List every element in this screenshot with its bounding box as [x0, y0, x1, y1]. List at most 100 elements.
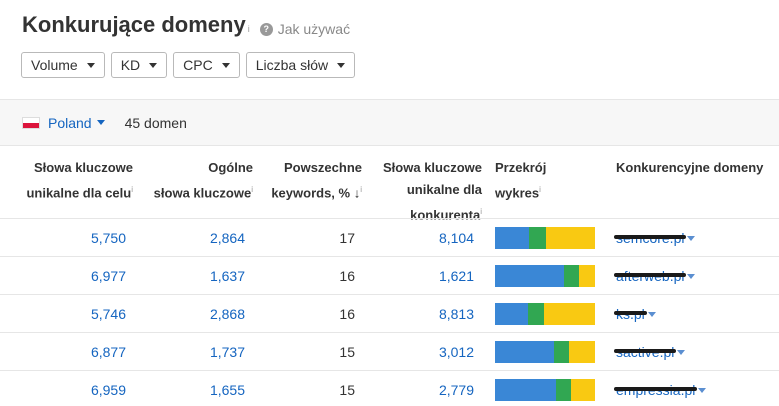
bar-segment-competitor [569, 341, 595, 363]
poland-flag-icon [22, 116, 40, 129]
filter-word-count-label: Liczba słów [255, 57, 329, 73]
title-info-icon[interactable]: i [247, 24, 250, 34]
column-header-label: Powszechne [283, 160, 362, 175]
unique-target-link[interactable]: 6,877 [90, 344, 126, 360]
filter-kd-label: KD [120, 57, 141, 73]
column-header-label: Przekrój [495, 160, 547, 175]
table-row: 6,877 1,737 15 3,012 sactive.pl [0, 332, 779, 370]
filter-bar: Volume KD CPC Liczba słów [21, 52, 356, 78]
bar-segment-common [529, 227, 546, 249]
bar-segment-common [564, 265, 579, 287]
bar-segment-target [495, 303, 528, 325]
help-link[interactable]: ? Jak używać [259, 21, 351, 37]
chevron-down-icon [221, 62, 230, 68]
total-keywords-link[interactable]: 2,868 [209, 306, 245, 322]
bar-segment-target [495, 341, 554, 363]
bar-segment-common [528, 303, 544, 325]
column-header-competitor-domains[interactable]: Konkurencyjne domeny [616, 157, 776, 179]
unique-competitor-link[interactable]: 1,621 [438, 268, 474, 284]
chevron-down-icon[interactable] [687, 235, 696, 241]
redaction-mark [614, 235, 687, 239]
info-icon[interactable]: i [539, 185, 541, 194]
country-selector[interactable]: Poland [48, 115, 105, 131]
unique-target-link[interactable]: 5,750 [90, 230, 126, 246]
common-percent: 17 [339, 230, 355, 246]
filter-volume-dropdown[interactable]: Volume [21, 52, 105, 78]
common-percent: 15 [339, 382, 355, 398]
unique-competitor-link[interactable]: 3,012 [438, 344, 474, 360]
total-keywords-link[interactable]: 1,737 [209, 344, 245, 360]
bar-segment-competitor [579, 265, 595, 287]
bar-segment-competitor [571, 379, 595, 401]
unique-competitor-link[interactable]: 8,813 [438, 306, 474, 322]
column-header-unique-target[interactable]: Słowa kluczowe unikalne dla celui [10, 157, 133, 204]
info-icon[interactable]: i [251, 185, 253, 194]
overlap-bar [495, 379, 595, 401]
total-keywords-link[interactable]: 1,637 [209, 268, 245, 284]
overlap-bar [495, 265, 595, 287]
bar-segment-target [495, 265, 564, 287]
competitor-domain-link[interactable]: semcore.pl [614, 219, 696, 257]
filter-kd-dropdown[interactable]: KD [110, 52, 168, 78]
chevron-down-icon[interactable] [687, 273, 696, 279]
competitor-domain-link[interactable]: sactive.pl [614, 333, 686, 371]
unique-target-link[interactable]: 6,977 [90, 268, 126, 284]
bar-segment-competitor [546, 227, 595, 249]
bar-segment-common [556, 379, 571, 401]
competitor-domain-link[interactable]: ks.pl [614, 295, 656, 333]
column-header-chart: Przekrój wykresi [495, 157, 605, 204]
unique-competitor-link[interactable]: 2,779 [438, 382, 474, 398]
table-row: 5,750 2,864 17 8,104 semcore.pl [0, 218, 779, 256]
column-header-total-keywords[interactable]: Ogólne słowa kluczowei [135, 157, 253, 204]
filter-cpc-dropdown[interactable]: CPC [173, 52, 240, 78]
bar-segment-competitor [544, 303, 595, 325]
info-icon[interactable]: i [480, 207, 482, 216]
column-header-label: Słowa kluczowe [383, 160, 482, 175]
table-row: 6,959 1,655 15 2,779 empressia.pl [0, 370, 779, 406]
filter-volume-label: Volume [31, 57, 78, 73]
filter-cpc-label: CPC [183, 57, 213, 73]
chevron-down-icon [96, 120, 105, 125]
sort-down-icon[interactable]: ↓ [353, 185, 361, 201]
country-label: Poland [48, 114, 92, 131]
chevron-down-icon [337, 62, 346, 68]
overlap-bar [495, 341, 595, 363]
chevron-down-icon[interactable] [647, 311, 656, 317]
chevron-down-icon[interactable] [698, 387, 707, 393]
column-header-label: unikalne dla [406, 182, 482, 197]
country-bar: Poland 45 domen [0, 99, 779, 146]
redaction-mark [614, 349, 677, 353]
chevron-down-icon[interactable] [677, 349, 686, 355]
unique-target-link[interactable]: 5,746 [90, 306, 126, 322]
column-header-label: keywords, % [271, 185, 351, 201]
bar-segment-target [495, 227, 529, 249]
column-header-unique-competitor[interactable]: Słowa kluczowe unikalne dla konkurentai [365, 157, 482, 226]
total-keywords-link[interactable]: 2,864 [209, 230, 245, 246]
total-keywords-link[interactable]: 1,655 [209, 382, 245, 398]
page-title: Konkurujące domeny [22, 12, 246, 37]
help-link-label: Jak używać [277, 21, 351, 37]
info-icon[interactable]: i [131, 185, 133, 194]
filter-word-count-dropdown[interactable]: Liczba słów [245, 52, 356, 78]
chevron-down-icon [86, 62, 95, 68]
redaction-mark [614, 311, 647, 315]
overlap-bar [495, 227, 595, 249]
column-header-label: słowa kluczowe [153, 185, 252, 201]
unique-competitor-link[interactable]: 8,104 [438, 230, 474, 246]
redaction-mark [614, 273, 687, 277]
page-header: Konkurujące domeny i ? Jak używać [22, 12, 350, 38]
common-percent: 15 [339, 344, 355, 360]
question-icon: ? [259, 22, 273, 36]
column-header-label: Konkurencyjne domeny [616, 160, 764, 175]
info-icon[interactable]: i [360, 185, 362, 194]
bar-segment-common [554, 341, 569, 363]
domain-count: 45 domen [124, 114, 187, 131]
competitor-domain-link[interactable]: afterweb.pl [614, 257, 696, 295]
overlap-bar [495, 303, 595, 325]
common-percent: 16 [339, 268, 355, 284]
bar-segment-target [495, 379, 556, 401]
unique-target-link[interactable]: 6,959 [90, 382, 126, 398]
competitor-domain-link[interactable]: empressia.pl [614, 371, 707, 406]
table-row: 6,977 1,637 16 1,621 afterweb.pl [0, 256, 779, 294]
column-header-common-keywords[interactable]: Powszechne keywords, % ↓i [255, 157, 362, 204]
